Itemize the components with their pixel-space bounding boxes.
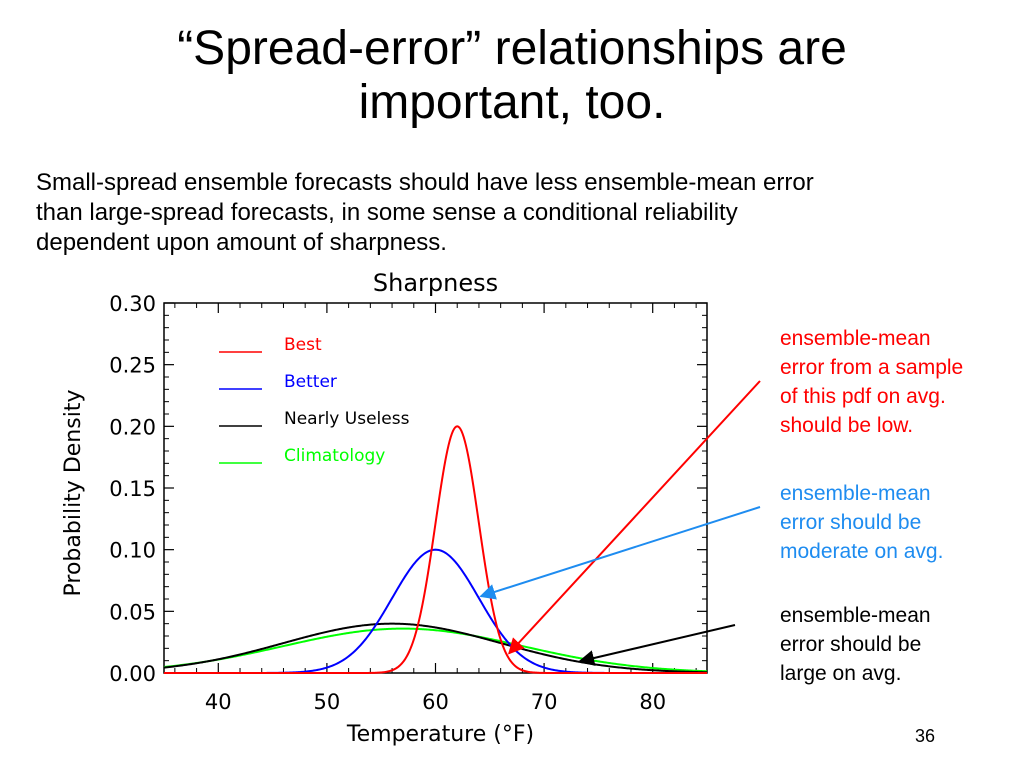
annotation-line: ensemble-mean [780, 482, 931, 505]
annotation-line: large on avg. [780, 662, 902, 685]
x-tick-label: 50 [314, 690, 341, 714]
y-axis-label: Probability Density [61, 390, 86, 597]
title-line: important, too. [358, 76, 666, 129]
arrow-to-better [479, 506, 761, 600]
annotation-line: moderate on avg. [780, 540, 944, 563]
y-tick-label: 0.20 [109, 415, 156, 439]
slide-subtitle: Small-spread ensemble forecasts should h… [36, 168, 986, 258]
legend-label-climatology: Climatology [284, 446, 385, 466]
title-line: “Spread-error” relationships are [177, 22, 847, 75]
legend-label-best: Best [284, 335, 322, 355]
annotation-best: ensemble-mean error from a sample of thi… [780, 324, 1010, 440]
x-tick-label: 70 [531, 690, 558, 714]
y-tick-label: 0.05 [109, 600, 156, 624]
y-tick-label: 0.25 [109, 354, 156, 378]
page-number: 36 [914, 726, 936, 746]
y-tick-label: 0.10 [109, 539, 156, 563]
y-tick-label: 0.30 [109, 292, 156, 316]
series-line-best [164, 425, 707, 674]
x-tick-label: 80 [639, 690, 666, 714]
series-line-nearly-useless [163, 622, 708, 674]
annotation-better: ensemble-mean error should be moderate o… [780, 479, 1010, 566]
x-tick-label: 40 [205, 690, 232, 714]
annotation-line: should be low. [780, 414, 914, 437]
annotation-line: error should be [780, 511, 922, 534]
subtitle-line: dependent upon amount of sharpness. [36, 229, 447, 256]
legend-label-better: Better [284, 372, 337, 392]
annotation-line: ensemble-mean [780, 327, 931, 350]
subtitle-line: Small-spread ensemble forecasts should h… [36, 169, 814, 196]
annotation-line: error from a sample [780, 356, 964, 379]
legend-label-nearly-useless: Nearly Useless [284, 409, 410, 429]
annotation-nearly-useless: ensemble-mean error should be large on a… [780, 601, 1010, 688]
plot-frame [163, 302, 708, 674]
annotation-line: of this pdf on avg. [780, 385, 946, 408]
y-tick-label: 0.00 [109, 662, 156, 686]
arrow-to-best [508, 380, 761, 655]
chart-title: Sharpness [373, 269, 498, 297]
slide-title: “Spread-error” relationships are importa… [60, 22, 964, 130]
annotation-line: error should be [780, 633, 922, 656]
y-tick-label: 0.15 [109, 477, 156, 501]
x-axis-label: Temperature (°F) [346, 722, 534, 747]
subtitle-line: than large-spread forecasts, in some sen… [36, 199, 738, 226]
x-tick-label: 60 [422, 690, 449, 714]
arrow-to-nearly-useless [578, 624, 736, 666]
annotation-line: ensemble-mean [780, 604, 931, 627]
series-line-climatology [163, 627, 708, 673]
